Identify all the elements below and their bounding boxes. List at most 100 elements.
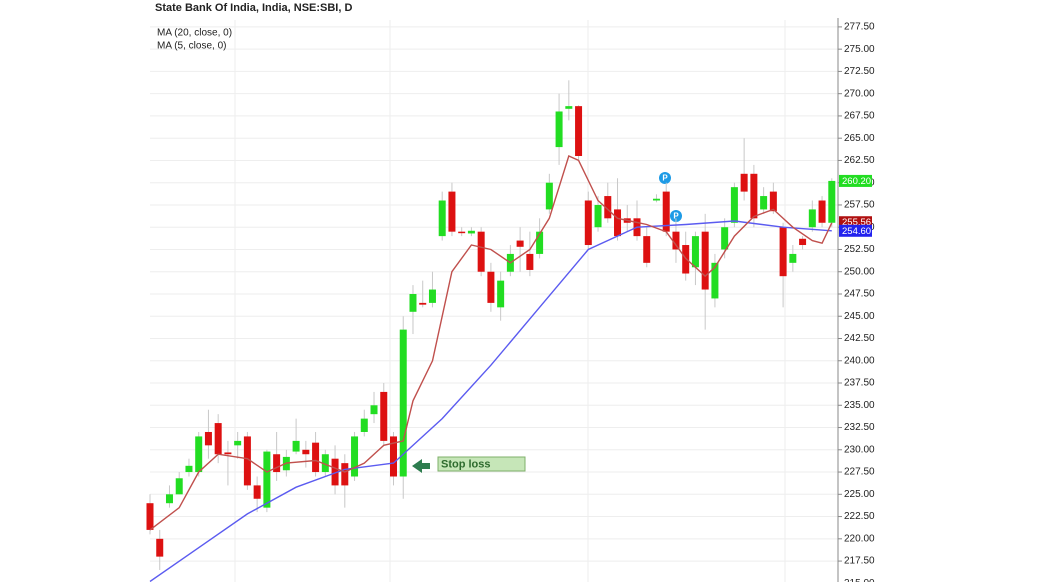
candle-body	[224, 452, 232, 455]
y-tick-label: 265.00	[844, 133, 875, 144]
y-tick-label: 240.00	[844, 355, 875, 366]
candle-body	[477, 231, 485, 272]
price-tag-label: 254.60	[842, 226, 871, 237]
candle-body	[516, 240, 524, 247]
candle-body	[448, 191, 456, 232]
candle-body	[691, 236, 699, 268]
candle-body	[312, 442, 320, 473]
moving-average-line	[149, 155, 833, 531]
candle-body	[341, 463, 349, 486]
candle-body	[828, 180, 836, 223]
candle-body	[526, 253, 534, 270]
candle-body	[165, 494, 173, 504]
y-tick-label: 225.00	[844, 489, 875, 500]
candle-body	[545, 182, 553, 210]
candle-body	[360, 418, 368, 432]
candle-body	[146, 503, 154, 530]
candle-body	[701, 231, 709, 290]
candle-body	[438, 200, 446, 237]
y-tick-label: 235.00	[844, 400, 875, 411]
candle-body	[185, 465, 193, 473]
y-tick-label: 220.00	[844, 533, 875, 544]
y-tick-label: 247.50	[844, 289, 875, 300]
y-tick-label: 215.00	[844, 578, 875, 582]
candle-body	[789, 253, 797, 263]
candle-body	[175, 478, 183, 495]
candle-body	[614, 209, 622, 237]
candle-body	[652, 198, 660, 201]
candle-body	[263, 451, 271, 508]
candle-body	[604, 196, 612, 219]
candle-body	[808, 209, 816, 228]
candle-body	[818, 200, 826, 223]
candle-body	[467, 230, 475, 234]
candle-body	[243, 436, 251, 486]
y-tick-label: 252.50	[844, 244, 875, 255]
y-tick-label: 230.00	[844, 444, 875, 455]
y-tick-label: 222.50	[844, 511, 875, 522]
candle-body	[760, 196, 768, 210]
candle-body	[331, 458, 339, 486]
y-tick-label: 272.50	[844, 66, 875, 77]
y-tick-label: 242.50	[844, 333, 875, 344]
stop-loss-annotation: Stop loss	[412, 456, 526, 473]
candle-body	[584, 200, 592, 246]
y-tick-label: 275.00	[844, 44, 875, 55]
candle-body	[555, 111, 563, 148]
flag-text: P	[662, 174, 668, 183]
candle-body	[575, 106, 583, 156]
y-tick-label: 227.50	[844, 467, 875, 478]
candle-body	[536, 231, 544, 254]
candle-body	[253, 485, 261, 499]
candle-body	[380, 391, 388, 441]
candle-body	[769, 191, 777, 212]
candle-body	[643, 236, 651, 263]
y-tick-label: 217.50	[844, 556, 875, 567]
price-tag	[839, 174, 872, 187]
candle-body	[156, 538, 164, 557]
candle-body	[594, 204, 602, 228]
candle-body	[195, 436, 203, 473]
y-tick-label: 270.00	[844, 88, 875, 99]
y-tick-label: 245.00	[844, 311, 875, 322]
y-tick-label: 277.50	[844, 22, 875, 33]
candle-body	[370, 405, 378, 415]
candle-body	[750, 173, 758, 219]
candle-body	[565, 106, 573, 109]
candle-body	[204, 431, 212, 446]
candle-body	[711, 262, 719, 299]
arrow	[412, 459, 430, 473]
candle-body	[740, 173, 748, 192]
flag-circle	[659, 172, 671, 184]
flag: P	[670, 210, 682, 222]
y-tick-label: 250.00	[844, 266, 875, 277]
candle-body	[292, 440, 300, 452]
chart-title: State Bank Of India, India, NSE:SBI, D	[155, 2, 352, 14]
candle-body	[390, 436, 397, 477]
moving-average-line	[149, 220, 832, 582]
price-tag	[839, 224, 872, 237]
y-tick-label: 232.50	[844, 422, 875, 433]
candle-body	[487, 271, 495, 303]
candle-body	[351, 436, 359, 477]
candle-body	[419, 302, 427, 305]
annotation-box	[437, 456, 526, 472]
candle-body	[799, 238, 807, 246]
price-tag-label: 255.56	[842, 217, 871, 228]
candle-body	[730, 187, 738, 223]
y-tick-label: 267.50	[844, 111, 875, 122]
candle-body	[672, 231, 680, 250]
legend-entry: MA (5, close, 0)	[157, 41, 226, 52]
candle-body	[409, 293, 417, 312]
candle-body	[214, 423, 222, 455]
candle-body	[321, 454, 329, 473]
candle-body	[273, 454, 281, 473]
candle-body	[662, 191, 670, 232]
flag-text: P	[673, 212, 679, 221]
y-tick-label: 257.50	[844, 200, 875, 211]
candle-body	[497, 280, 505, 308]
candle-body	[428, 289, 436, 303]
legend-entry: MA (20, close, 0)	[157, 28, 232, 39]
candle-body	[399, 329, 407, 477]
candle-body	[721, 227, 729, 250]
